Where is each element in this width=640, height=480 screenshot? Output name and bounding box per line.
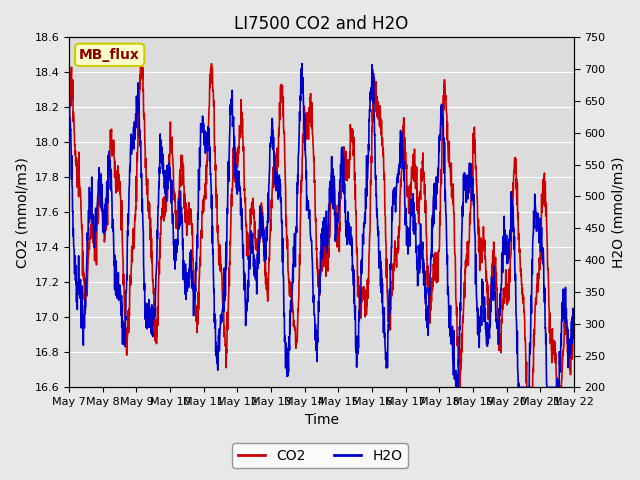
Legend: CO2, H2O: CO2, H2O bbox=[232, 443, 408, 468]
Text: MB_flux: MB_flux bbox=[79, 48, 140, 62]
Title: LI7500 CO2 and H2O: LI7500 CO2 and H2O bbox=[234, 15, 409, 33]
Y-axis label: H2O (mmol/m3): H2O (mmol/m3) bbox=[611, 156, 625, 268]
X-axis label: Time: Time bbox=[305, 413, 339, 427]
Y-axis label: CO2 (mmol/m3): CO2 (mmol/m3) bbox=[15, 157, 29, 268]
